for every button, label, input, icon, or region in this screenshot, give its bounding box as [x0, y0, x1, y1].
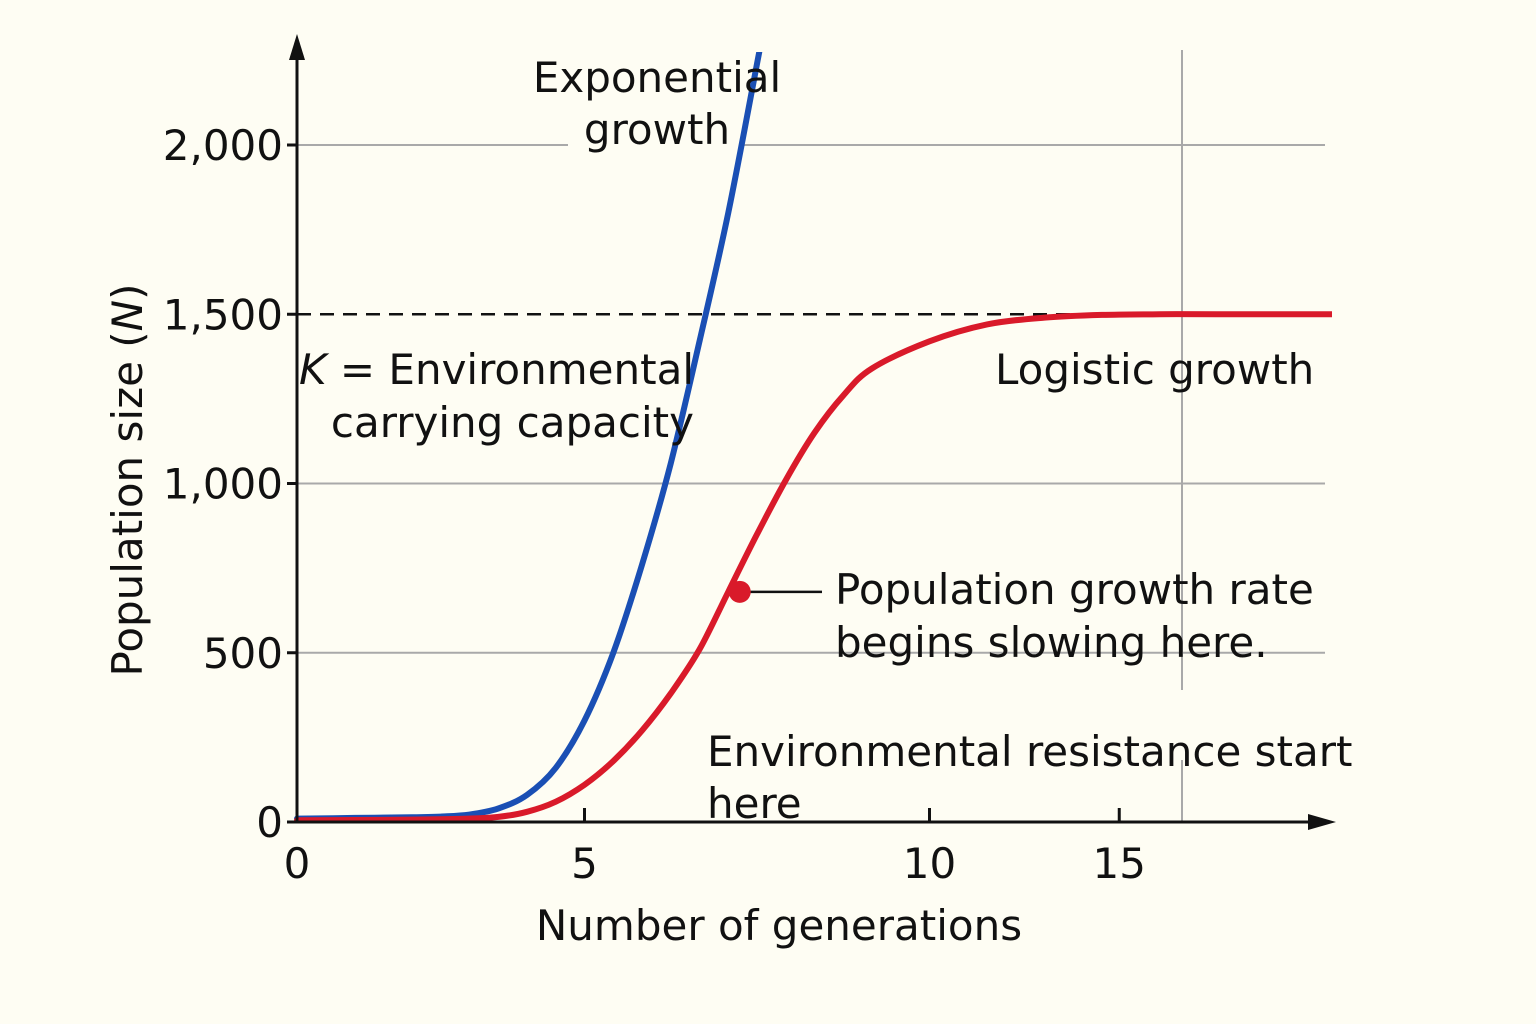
y-tick-label: 500	[203, 629, 283, 678]
series-layer	[294, 52, 1332, 824]
label-layer: 0 500 1,000 1,500 2,000 0 5 10 15 Number of gener…	[103, 53, 1352, 950]
x-tick-label: 15	[1093, 839, 1146, 888]
label-mask-resistance	[1140, 690, 1260, 760]
annotation-resistance-line1: Environmental resistance start	[707, 727, 1352, 776]
x-tick-label: 0	[284, 839, 311, 888]
inflection-marker	[728, 580, 751, 603]
annotation-slowing-line2: begins slowing here.	[835, 618, 1268, 667]
annotation-slowing-line1: Population growth rate	[835, 565, 1314, 614]
grid-layer	[297, 50, 1325, 822]
y-axis-title: Population size (N)	[103, 284, 152, 677]
axis-layer	[287, 34, 1336, 830]
label-mask-exponential	[568, 52, 740, 156]
y-axis-title-var: N	[103, 300, 152, 331]
annotation-k-var: K	[299, 345, 330, 394]
annotation-logistic: Logistic growth	[995, 345, 1314, 394]
y-tick-label: 2,000	[163, 121, 283, 170]
x-tick-label: 10	[903, 839, 956, 888]
y-tick-label: 0	[256, 798, 283, 847]
y-tick-label: 1,000	[163, 460, 283, 509]
annotation-resistance-line2: here	[707, 779, 802, 828]
annotation-carrying-capacity-line2: carrying capacity	[331, 398, 694, 447]
annotation-k-rest: = Environmental	[327, 345, 694, 394]
y-axis-arrow	[289, 34, 305, 60]
annotation-carrying-capacity-line1: K = Environmental	[299, 345, 694, 394]
y-tick-label: 1,500	[163, 290, 283, 339]
y-axis-title-prefix: Population size (	[103, 331, 152, 676]
annotation-exponential-line2: growth	[584, 105, 730, 154]
x-tick-label: 5	[571, 839, 598, 888]
x-axis-title: Number of generations	[536, 901, 1022, 950]
y-axis-title-suffix: )	[103, 284, 152, 300]
annotation-exponential-line1: Exponential	[533, 53, 781, 102]
x-axis-arrow	[1308, 814, 1336, 830]
